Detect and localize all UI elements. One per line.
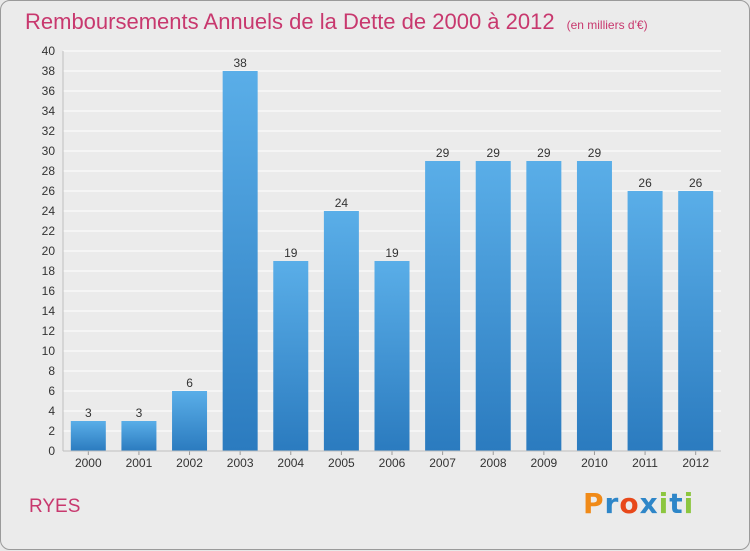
logo-letter: i <box>658 487 670 520</box>
data-label-2008: 29 <box>487 146 501 160</box>
x-tick-label: 2006 <box>379 456 406 470</box>
y-tick-label: 12 <box>42 324 56 338</box>
y-tick-label: 18 <box>42 264 56 278</box>
bar-2004 <box>273 261 309 451</box>
bar-2011 <box>627 191 663 451</box>
bar-2008 <box>475 161 511 451</box>
x-tick-label: 2007 <box>429 456 456 470</box>
bars <box>70 71 714 451</box>
x-tick-label: 2010 <box>581 456 608 470</box>
logo-letter: o <box>619 487 640 520</box>
data-label-2005: 24 <box>335 196 349 210</box>
commune-name: RYES <box>29 496 81 517</box>
y-tick-label: 14 <box>42 304 56 318</box>
bar-2003 <box>222 71 258 451</box>
y-tick-label: 32 <box>42 124 56 138</box>
data-label-2000: 3 <box>85 406 92 420</box>
x-tick-label: 2005 <box>328 456 355 470</box>
y-tick-label: 38 <box>42 64 56 78</box>
data-label-2010: 29 <box>588 146 602 160</box>
bar-2005 <box>323 211 359 451</box>
x-tick-label: 2004 <box>277 456 304 470</box>
data-label-2003: 38 <box>233 56 247 70</box>
y-tick-label: 4 <box>48 404 55 418</box>
data-label-2007: 29 <box>436 146 450 160</box>
y-tick-label: 34 <box>42 104 56 118</box>
y-tick-label: 2 <box>48 424 55 438</box>
data-label-2004: 19 <box>284 246 298 260</box>
data-label-2002: 6 <box>186 376 193 390</box>
x-tick-label: 2012 <box>682 456 709 470</box>
proxiti-logo: Proxiti <box>583 487 694 520</box>
y-tick-label: 26 <box>42 184 56 198</box>
y-tick-label: 36 <box>42 84 56 98</box>
y-tick-label: 22 <box>42 224 56 238</box>
x-tick-label: 2001 <box>126 456 153 470</box>
bar-2006 <box>374 261 410 451</box>
y-tick-label: 24 <box>42 204 56 218</box>
y-tick-label: 28 <box>42 164 56 178</box>
bar-2001 <box>121 421 157 451</box>
x-tick-label: 2002 <box>176 456 203 470</box>
bar-2009 <box>526 161 562 451</box>
logo-letter: x <box>639 487 659 520</box>
y-tick-label: 40 <box>42 44 56 58</box>
x-tick-label: 2009 <box>530 456 557 470</box>
data-label-2011: 26 <box>638 176 652 190</box>
y-tick-label: 30 <box>42 144 56 158</box>
bar-2002 <box>172 391 208 451</box>
data-label-2009: 29 <box>537 146 551 160</box>
y-tick-label: 16 <box>42 284 56 298</box>
data-label-2006: 19 <box>385 246 399 260</box>
y-tick-label: 8 <box>48 364 55 378</box>
x-tick-label: 2003 <box>227 456 254 470</box>
bar-2007 <box>425 161 461 451</box>
logo-letter: i <box>683 487 695 520</box>
bar-2012 <box>678 191 714 451</box>
x-tick-label: 2011 <box>632 456 658 470</box>
x-tick-label: 2008 <box>480 456 507 470</box>
y-tick-label: 0 <box>48 444 55 458</box>
data-label-2001: 3 <box>136 406 143 420</box>
data-labels: 3 3 6 38 19 24 19 29 29 29 29 26 26 <box>85 56 703 420</box>
bar-2000 <box>70 421 106 451</box>
y-tick-label: 6 <box>48 384 55 398</box>
data-label-2012: 26 <box>689 176 703 190</box>
chart-title: Remboursements Annuels de la Dette de 20… <box>25 9 648 35</box>
bar-2010 <box>576 161 612 451</box>
x-tick-labels: 2000 2001 2002 2003 2004 2005 2006 2007 2008 2009… <box>63 450 721 470</box>
y-tick-label: 20 <box>42 244 56 258</box>
x-tick-label: 2000 <box>75 456 102 470</box>
logo-letter: r <box>604 487 620 520</box>
logo-letter: P <box>583 487 605 520</box>
chart-unit: (en milliers d'€) <box>566 18 648 32</box>
logo-letter: t <box>669 487 684 520</box>
y-tick-label: 10 <box>42 344 56 358</box>
chart-title-text: Remboursements Annuels de la Dette de 20… <box>25 9 555 34</box>
